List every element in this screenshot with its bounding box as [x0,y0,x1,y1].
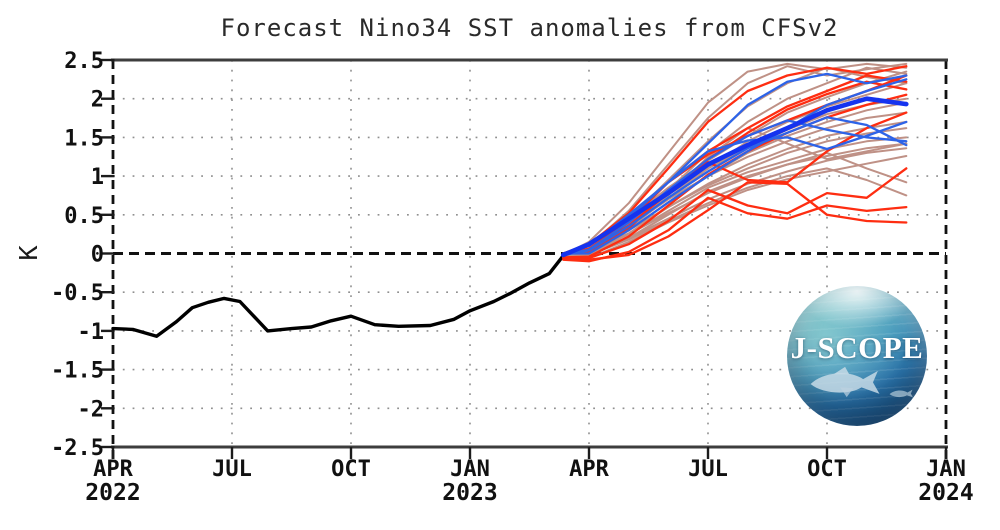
svg-text:JUL: JUL [688,457,728,482]
svg-text:2: 2 [91,88,104,113]
svg-text:-2: -2 [78,397,105,422]
fish-icon [810,366,880,398]
svg-text:0.5: 0.5 [64,204,104,229]
svg-text:-1: -1 [78,320,105,345]
svg-text:2022: 2022 [85,480,140,506]
svg-text:APR: APR [93,457,133,482]
chart-title: Forecast Nino34 SST anomalies from CFSv2 [220,14,839,42]
svg-text:-2.5: -2.5 [51,436,104,461]
svg-text:2.5: 2.5 [64,49,104,74]
svg-text:-0.5: -0.5 [51,281,104,306]
svg-text:2024: 2024 [918,480,973,506]
jscope-logo: J-SCOPE [787,286,927,426]
svg-text:2023: 2023 [442,480,497,506]
svg-text:JAN: JAN [926,457,966,482]
jscope-logo-text: J-SCOPE [790,330,924,365]
svg-text:-1.5: -1.5 [51,359,104,384]
svg-text:1: 1 [91,165,104,190]
svg-text:0: 0 [91,243,104,268]
svg-text:1.5: 1.5 [64,126,104,151]
svg-text:OCT: OCT [331,457,371,482]
svg-text:JUL: JUL [212,457,252,482]
svg-text:JAN: JAN [450,457,490,482]
svg-text:APR: APR [569,457,609,482]
svg-text:OCT: OCT [807,457,847,482]
small-fish-icon [889,389,914,398]
